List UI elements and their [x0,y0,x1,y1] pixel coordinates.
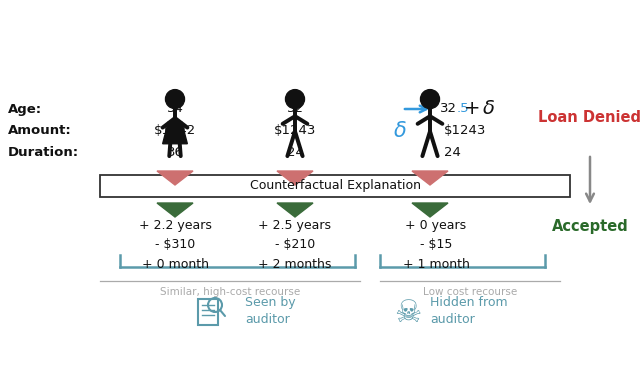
Circle shape [285,90,305,108]
Text: .5: .5 [457,103,470,115]
Circle shape [420,90,440,108]
Text: 24: 24 [287,146,303,159]
Circle shape [166,90,184,108]
Polygon shape [277,203,313,217]
Text: $\delta$: $\delta$ [393,121,407,141]
Text: - $210: - $210 [275,238,315,252]
Text: + 2 months: + 2 months [259,259,332,272]
Polygon shape [412,171,448,185]
Text: + 2.5 years: + 2.5 years [259,218,332,231]
Text: ☠: ☠ [394,300,422,328]
Text: 34: 34 [166,103,184,115]
Text: Similar, high-cost recourse: Similar, high-cost recourse [160,287,300,297]
Polygon shape [163,122,188,144]
Text: Accepted: Accepted [552,218,628,234]
Text: 32: 32 [440,103,457,115]
Text: Seen by
auditor: Seen by auditor [245,296,296,326]
Bar [100,175,570,197]
Polygon shape [277,171,313,185]
Text: Hidden from
auditor: Hidden from auditor [430,296,508,326]
Polygon shape [157,203,193,217]
Text: Amount:: Amount: [8,124,72,138]
Text: + 1 month: + 1 month [403,259,469,272]
Text: Age:: Age: [8,103,42,115]
Text: - $15: - $15 [420,238,452,252]
Text: + 0 month: + 0 month [141,259,209,272]
Text: Duration:: Duration: [8,146,79,159]
Text: 24: 24 [444,146,461,159]
Text: + 2.2 years: + 2.2 years [139,218,211,231]
Text: $+\,\delta$: $+\,\delta$ [463,100,495,118]
Polygon shape [412,203,448,217]
Text: + 0 years: + 0 years [405,218,467,231]
Bar [198,299,218,325]
Text: 32: 32 [287,103,303,115]
Text: Counterfactual Explanation: Counterfactual Explanation [250,179,420,193]
Text: Low cost recourse: Low cost recourse [423,287,517,297]
Text: Loan Denied: Loan Denied [538,110,640,124]
Text: - $310: - $310 [155,238,195,252]
Text: $1243: $1243 [444,124,486,138]
Text: $1842: $1842 [154,124,196,138]
Text: $1243: $1243 [274,124,316,138]
Text: 36: 36 [166,146,184,159]
Polygon shape [157,171,193,185]
